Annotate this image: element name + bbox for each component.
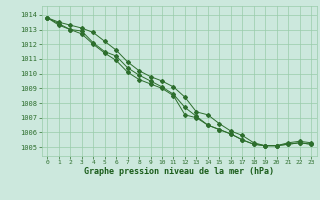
X-axis label: Graphe pression niveau de la mer (hPa): Graphe pression niveau de la mer (hPa) — [84, 167, 274, 176]
